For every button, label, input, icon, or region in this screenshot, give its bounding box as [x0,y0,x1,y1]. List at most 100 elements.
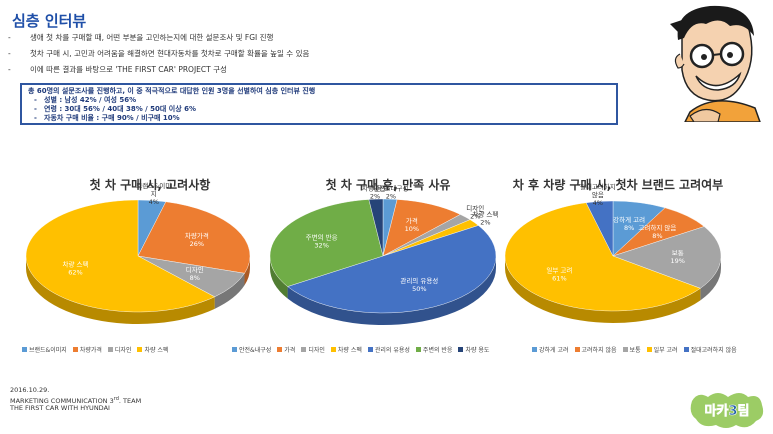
legend-item: 가격 [277,345,295,354]
legend-item: 관리의 유용성 [367,345,410,354]
pie-slice-label: 디자인 [186,265,204,274]
legend-swatch [367,347,373,352]
legend-swatch [232,347,237,352]
footer-date: 2016.10.29. [10,386,50,394]
legend-item: 브랜드&이미지 [22,345,67,354]
pie-slice-label: 안전&내구성 [373,183,408,192]
pie-slice-label: 19% [671,257,685,265]
pie-slice-label: 않음 [592,190,604,199]
legend-swatch [622,347,628,352]
pie-slice-label: 8% [652,232,662,240]
legend-swatch [574,347,580,352]
pie-slice [504,202,701,312]
summary-item-text: 연령 : 30대 56% / 40대 38% / 50대 이상 6% [44,105,196,113]
legend-label: 디자인 [308,347,325,354]
legend-swatch [330,347,336,352]
pie-slice-label: 지 [151,189,157,198]
chart-title: 차 후 차량 구매 시, 첫차 브랜드 고려여부 [512,178,724,192]
summary-item: - 연령 : 30대 56% / 40대 38% / 50대 이상 6% [28,105,610,114]
legend-item: 강하게 고려 [532,345,569,354]
pie-slice [25,199,216,313]
page-title: 심층 인터뷰 [12,12,87,30]
pie-slice-label: 차량 용도 [362,183,388,192]
summary-item: - 자동차 구매 비율 : 구매 90% / 비구매 10% [28,114,610,123]
summary-item: - 성별 : 남성 42% / 여성 56% [28,96,610,105]
pie-slice-side [287,256,496,325]
pie-slice-label: 32% [314,241,328,249]
legend-label: 브랜드&이미지 [29,347,67,354]
chart-title: 첫 차 구매 후, 만족 사유 [325,178,451,192]
footer-team-name: MARKETING COMMUNICATION 3 [10,397,114,406]
footer-team: MARKETING COMMUNICATION 3rd. TEAM [10,395,141,406]
pie-slice-side [244,256,250,286]
badge-text: 마카3팀 [705,403,750,419]
bullet-dash: - [34,114,37,122]
legend-label: 차량 스펙 [144,347,169,354]
pie-slice [612,226,722,289]
legend-swatch [458,347,464,352]
legend-swatch [277,347,283,352]
bullet-list: - 생애 첫 차를 구매할 때, 어떤 부분을 고민하는지에 대한 설문조사 및 … [8,30,309,78]
pie-slice-label: 4% [593,199,603,207]
legend-item: 절대고려하지 않음 [683,345,737,354]
legend-label: 차량 용도 [465,347,490,354]
legend-swatch [72,347,78,352]
chart-legend: 강하게 고려 고려하지 않음 보통 일부 고려 절대고려하지 않음 [532,345,743,354]
pie-slice-label: 일부 고려 [546,266,572,275]
legend-item: 일부 고려 [646,345,678,354]
legend-label: 주변의 반응 [422,347,453,354]
cartoon-mascot-illustration [670,5,761,122]
legend-item: 차량가격 [72,345,102,354]
legend-item: 고려하지 않음 [574,345,617,354]
pie-slice-label: 주변의 반응 [306,232,338,241]
legend-label: 관리의 유용성 [374,347,410,354]
pie-slice-label: 보통 [672,249,684,257]
pie-slice-side [700,256,722,301]
pie-slice-label: 강하게 고려 [613,215,645,224]
pie-slice-label: 고려하지 않음 [638,223,676,232]
legend-item: 안전&내구성 [232,345,271,354]
legend-swatch [107,347,113,352]
chart-title: 첫 차 구매 시, 고려사항 [89,178,211,192]
bullet-item: - 이에 따른 결과를 바탕으로 'THE FIRST CAR' PROJECT … [8,62,309,78]
bullet-text: 생애 첫 차를 구매할 때, 어떤 부분을 고민하는지에 대한 설문조사 및 F… [30,33,274,42]
legend-swatch [415,347,421,352]
legend-item: 주변의 반응 [415,345,453,354]
summary-item-text: 자동차 구매 비율 : 구매 90% / 비구매 10% [44,114,180,122]
summary-headline: 총 60명의 설문조사를 진행하고, 이 중 적극적으로 대답한 인원 3명을 … [28,87,316,95]
pie-slice-label: 2% [386,192,396,200]
pie-slice [137,201,251,274]
legend-label: 가격 [284,347,296,354]
bullet-text: 첫차 구매 시, 고민과 어려움을 해결하면 현대자동차를 첫차로 구매할 확률… [30,49,310,58]
pie-slice-side [270,256,288,299]
legend-label: 고려하지 않음 [581,347,617,354]
pie-slice-label: 관리의 유용성 [400,276,438,285]
pie-slice-label: 가격 [406,216,418,225]
legend-label: 일부 고려 [653,347,678,354]
chart-legend: 안전&내구성 가격 디자인 차량 스펙 관리의 유용성 주변의 반응 차량 용도 [232,345,495,354]
pie-slice-label: 디자인 [466,203,484,212]
bullet-dash: - [34,105,37,113]
bullet-dash: - [34,96,37,104]
pie-slice [585,200,614,257]
pie-slice-label: 10% [405,225,419,233]
footer-project: THE FIRST CAR WITH HYUNDAI [10,404,110,412]
legend-item: 보통 [622,345,641,354]
pie-slice [382,199,461,257]
bullet-text: 이에 따른 결과를 바탕으로 'THE FIRST CAR' PROJECT 구… [30,65,227,74]
legend-label: 강하게 고려 [539,347,569,354]
legend-swatch [22,347,27,352]
bullet-dash: - [8,33,11,42]
pie-slice-label: 브랜드&이미 [136,181,171,190]
legend-label: 차량 스펙 [337,347,362,354]
legend-label: 차량가격 [79,347,102,354]
pie-slice-label: 61% [552,275,566,283]
bullet-item: - 첫차 구매 시, 고민과 어려움을 해결하면 현대자동차를 첫차로 구매할 확… [8,46,309,62]
slide-footer: 2016.10.29. MARKETING COMMUNICATION 3rd.… [10,386,141,413]
legend-swatch [137,347,143,352]
chart-legend: 브랜드&이미지 차량가격 디자인 차량 스펙 [22,345,174,354]
legend-swatch [683,347,689,352]
